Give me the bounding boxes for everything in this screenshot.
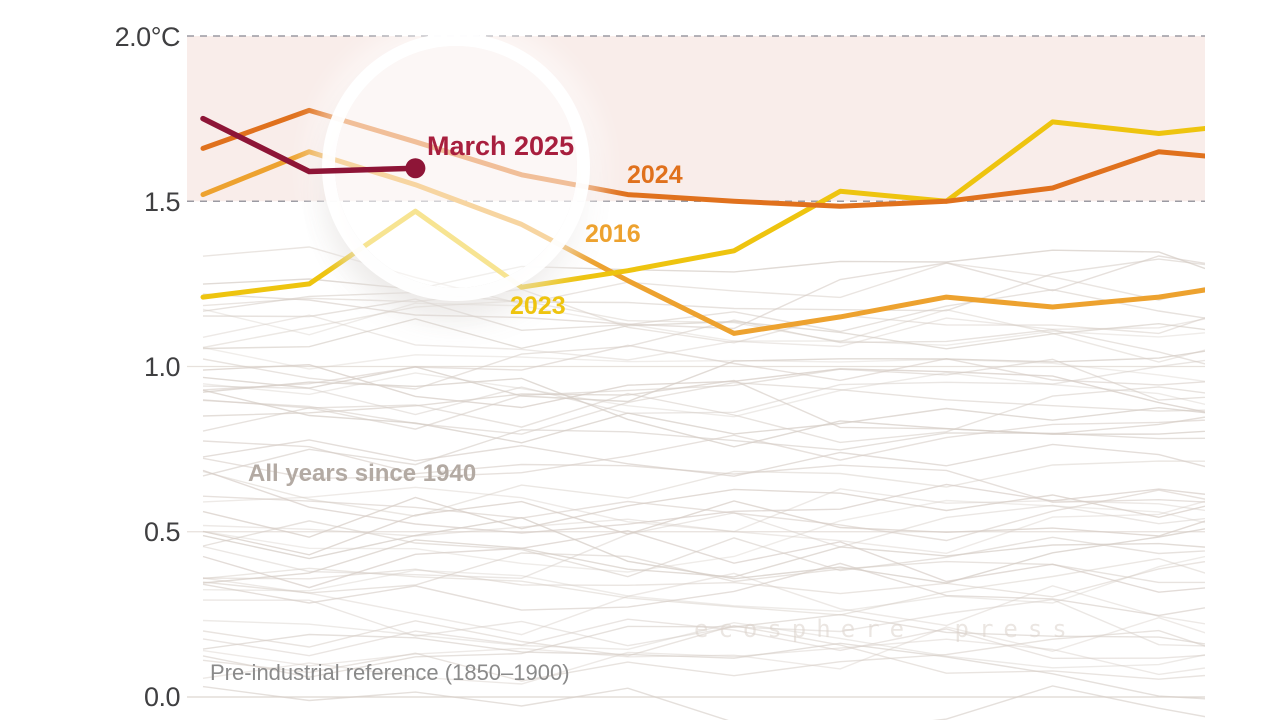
label-2024: 2024 [627, 161, 683, 190]
chart-highlight-layer [0, 0, 1280, 720]
label-2023: 2023 [510, 292, 566, 321]
march-2025-endpoint-dot [405, 158, 425, 178]
watermark-text: ecosphere press [694, 615, 1077, 643]
y-tick-0-0: 0.0 [96, 683, 180, 711]
y-tick-0-5: 0.5 [96, 518, 180, 546]
label-2016: 2016 [585, 220, 641, 249]
line-march-2025 [203, 119, 415, 172]
temperature-anomaly-chart: 2.0°C 1.5 1.0 0.5 0.0 March 2025 2024 20… [0, 0, 1280, 720]
label-all-years-since-1940: All years since 1940 [248, 460, 476, 488]
y-tick-2-0: 2.0°C [96, 23, 180, 51]
label-preindustrial-reference: Pre-industrial reference (1850–1900) [210, 660, 570, 686]
y-tick-1-5: 1.5 [96, 188, 180, 216]
label-march-2025: March 2025 [427, 131, 574, 162]
y-tick-1-0: 1.0 [96, 353, 180, 381]
